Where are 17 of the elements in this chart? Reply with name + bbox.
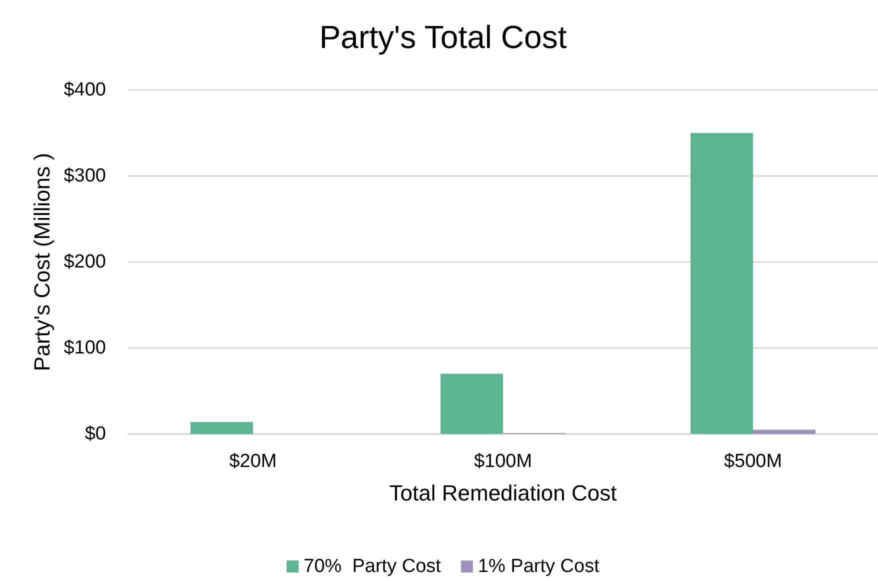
chart-title: Party's Total Cost xyxy=(319,19,567,55)
y-tick-label: $0 xyxy=(84,424,106,444)
bar xyxy=(753,430,816,434)
x-axis-title: Total Remediation Cost xyxy=(389,480,617,506)
x-tick-label: $20M xyxy=(229,451,277,472)
bar xyxy=(440,374,503,434)
x-tick-label: $500M xyxy=(724,451,782,472)
bar xyxy=(190,422,253,434)
y-axis-title: Party's Cost (Millions ) xyxy=(29,152,54,372)
y-tick-label: $100 xyxy=(64,338,106,358)
y-tick-label: $400 xyxy=(64,80,106,100)
legend-label: 1% Party Cost xyxy=(478,556,600,577)
y-tick-label: $300 xyxy=(64,166,106,186)
bar xyxy=(690,133,753,434)
x-tick-label: $100M xyxy=(474,451,532,472)
legend-label: 70% Party Cost xyxy=(304,556,442,577)
y-tick-label: $200 xyxy=(64,252,106,272)
